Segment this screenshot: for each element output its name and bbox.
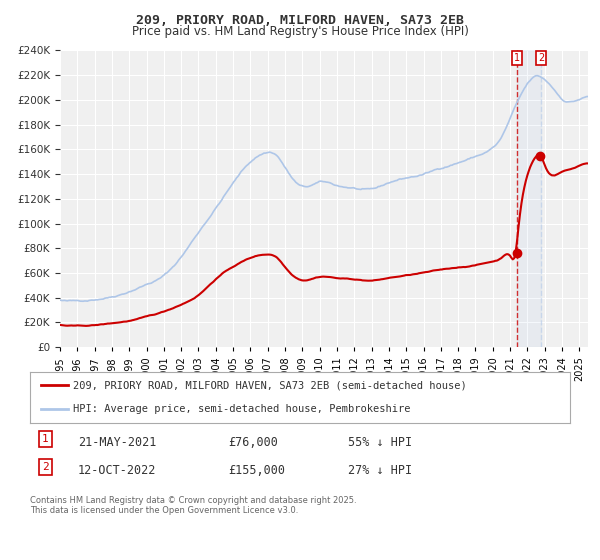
Text: 55% ↓ HPI: 55% ↓ HPI xyxy=(348,436,412,449)
Text: 1: 1 xyxy=(42,434,49,444)
Text: 21-MAY-2021: 21-MAY-2021 xyxy=(78,436,157,449)
Text: Price paid vs. HM Land Registry's House Price Index (HPI): Price paid vs. HM Land Registry's House … xyxy=(131,25,469,38)
Text: £76,000: £76,000 xyxy=(228,436,278,449)
Text: 209, PRIORY ROAD, MILFORD HAVEN, SA73 2EB: 209, PRIORY ROAD, MILFORD HAVEN, SA73 2E… xyxy=(136,14,464,27)
Text: 209, PRIORY ROAD, MILFORD HAVEN, SA73 2EB (semi-detached house): 209, PRIORY ROAD, MILFORD HAVEN, SA73 2E… xyxy=(73,380,467,390)
Text: 2: 2 xyxy=(538,53,544,63)
Text: 12-OCT-2022: 12-OCT-2022 xyxy=(78,464,157,477)
Bar xyxy=(517,50,541,347)
Text: 27% ↓ HPI: 27% ↓ HPI xyxy=(348,464,412,477)
Text: Contains HM Land Registry data © Crown copyright and database right 2025.
This d: Contains HM Land Registry data © Crown c… xyxy=(30,496,356,515)
Text: 2: 2 xyxy=(42,462,49,472)
Text: 1: 1 xyxy=(514,53,520,63)
Text: £155,000: £155,000 xyxy=(228,464,285,477)
Text: HPI: Average price, semi-detached house, Pembrokeshire: HPI: Average price, semi-detached house,… xyxy=(73,404,410,414)
